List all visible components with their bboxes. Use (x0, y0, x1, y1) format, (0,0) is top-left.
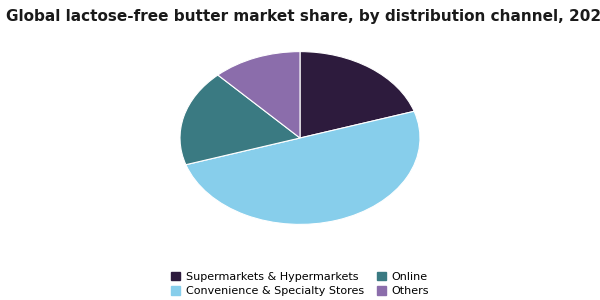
Wedge shape (218, 52, 300, 138)
Legend: Supermarkets & Hypermarkets, Convenience & Specialty Stores, Online, Others: Supermarkets & Hypermarkets, Convenience… (167, 267, 433, 300)
Wedge shape (180, 75, 300, 165)
Wedge shape (300, 52, 414, 138)
Text: Global lactose-free butter market share, by distribution channel, 2020 (%): Global lactose-free butter market share,… (6, 9, 600, 24)
Wedge shape (186, 111, 420, 224)
